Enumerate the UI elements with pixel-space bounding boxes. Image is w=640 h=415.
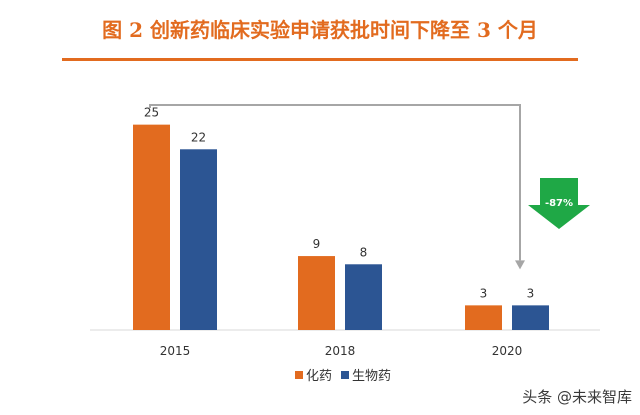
x-tick-label-2015: 2015 xyxy=(160,344,191,358)
legend: 化药 生物药 xyxy=(295,369,391,384)
legend-label-series-1: 化药 xyxy=(306,369,332,384)
bar-2020-series-2 xyxy=(512,305,549,330)
x-tick-label-2018: 2018 xyxy=(325,344,356,358)
bar-2018-series-2 xyxy=(345,264,382,330)
title-underline xyxy=(62,58,578,61)
data-label-2015-series-1: 25 xyxy=(144,106,159,120)
data-label-2018-series-1: 9 xyxy=(313,237,321,251)
annotation-label: -87% xyxy=(545,198,573,209)
down-arrow-badge: -87% xyxy=(528,178,590,229)
bar-2018-series-1 xyxy=(298,256,335,330)
data-label-2020-series-2: 3 xyxy=(527,286,535,300)
data-label-2020-series-1: 3 xyxy=(480,286,488,300)
legend-swatch-series-2 xyxy=(341,371,349,379)
bar-2015-series-1 xyxy=(133,124,170,331)
legend-label-series-2: 生物药 xyxy=(352,369,391,384)
data-label-2015-series-2: 22 xyxy=(191,130,206,144)
x-tick-label-2020: 2020 xyxy=(492,344,523,358)
bar-2020-series-1 xyxy=(465,305,502,330)
trend-connector xyxy=(149,104,525,270)
bar-2015-series-2 xyxy=(180,149,217,330)
legend-swatch-series-1 xyxy=(295,371,303,379)
data-label-2018-series-2: 8 xyxy=(360,245,368,259)
chart-title: 图 2 创新药临床实验申请获批时间下降至 3 个月 xyxy=(102,18,538,42)
watermark: 头条 @未来智库 xyxy=(522,388,632,406)
down-arrow-icon xyxy=(528,178,590,229)
